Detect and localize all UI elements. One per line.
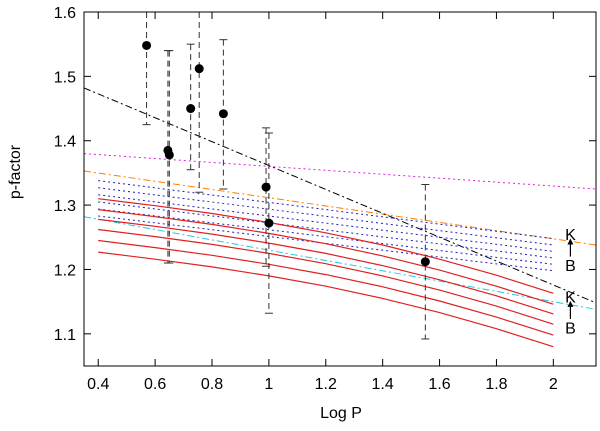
series-line-orange-dashdot <box>84 170 596 246</box>
series-line-blue-dotted-1 <box>98 180 554 240</box>
band-arrow-head-1 <box>567 238 574 245</box>
data-point-3 <box>164 150 174 160</box>
y-tick-label: 1.6 <box>54 5 76 22</box>
band-label-bottom-2: B <box>565 320 576 337</box>
series-line-magenta-dotted <box>84 153 596 190</box>
y-tick-label: 1.5 <box>54 69 76 86</box>
y-tick-label: 1.3 <box>54 198 76 215</box>
data-point-9 <box>420 257 430 267</box>
data-point-7 <box>261 182 271 192</box>
data-points <box>142 11 430 340</box>
y-tick-label: 1.4 <box>54 134 76 151</box>
x-tick-label: 0.6 <box>144 376 166 393</box>
x-tick-label: 1.4 <box>372 376 394 393</box>
x-tick-label: 1.8 <box>485 376 507 393</box>
x-axis-label: Log P <box>320 405 362 422</box>
series-line-red-6 <box>98 251 554 348</box>
data-point-8 <box>264 218 274 228</box>
x-tick-label: 0.4 <box>87 376 109 393</box>
series-line-cyan-dashdot <box>84 216 596 310</box>
band-label-top-1: K <box>565 227 576 244</box>
data-point-1 <box>142 40 152 50</box>
axes: 0.4 0.6 0.8 1 1.2 1.4 1.6 1.8 2 1.1 1.2 1.3 1.4 1.5 1.… <box>54 5 597 393</box>
x-tick-label: 2 <box>549 376 558 393</box>
series-lines <box>84 87 596 348</box>
x-tick-label: 1 <box>264 376 273 393</box>
series-line-blue-dotted-3 <box>98 194 554 252</box>
series-line-black-dashdot <box>84 87 596 304</box>
data-point-5 <box>194 64 204 74</box>
band-arrow-head-2 <box>567 300 574 307</box>
data-point-4 <box>186 104 196 114</box>
x-tick-label: 1.2 <box>315 376 337 393</box>
series-line-red-5 <box>98 239 554 336</box>
data-point-6 <box>218 109 228 119</box>
band-label-top-2: K <box>565 289 576 306</box>
y-tick-label: 1.1 <box>54 327 76 344</box>
series-line-red-1 <box>98 198 554 294</box>
band-label-bottom-1: B <box>565 258 576 275</box>
x-tick-label: 1.6 <box>428 376 450 393</box>
series-line-blue-dotted-4 <box>98 201 554 259</box>
series-line-blue-dotted-6 <box>98 215 554 272</box>
series-line-blue-dotted-5 <box>98 208 554 265</box>
series-line-red-2 <box>98 209 554 305</box>
y-tick-label: 1.2 <box>54 262 76 279</box>
x-tick-label: 0.8 <box>201 376 223 393</box>
plot-frame <box>83 11 597 367</box>
series-line-blue-dotted-2 <box>98 187 554 246</box>
series-line-red-4 <box>98 228 554 325</box>
series-line-red-3 <box>98 218 554 315</box>
y-axis-label: p-factor <box>7 144 24 199</box>
